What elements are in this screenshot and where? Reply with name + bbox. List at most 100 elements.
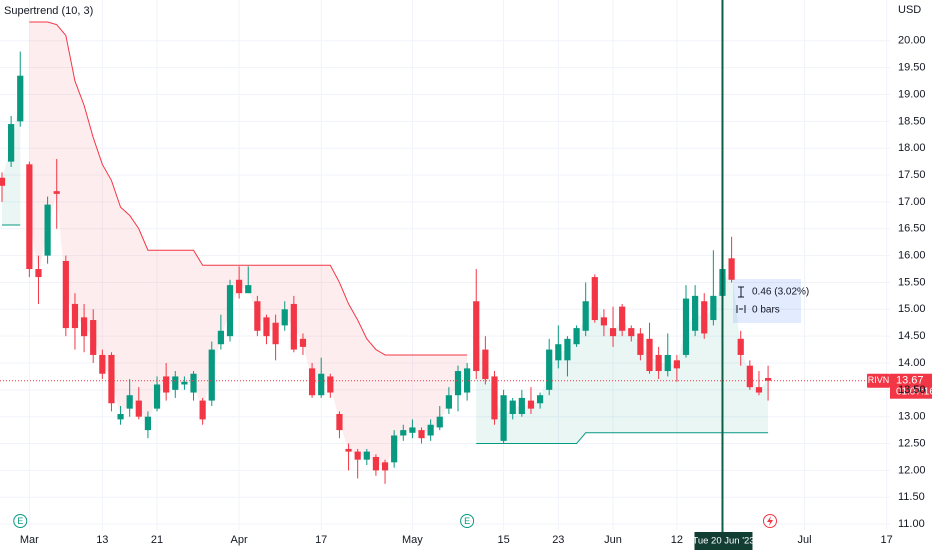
candle-body (62, 260, 69, 329)
candle-body (236, 279, 243, 294)
candle-body (308, 368, 316, 396)
candle-body (664, 354, 671, 372)
candle-body (591, 277, 598, 321)
x-tick-label: 17 (315, 534, 327, 546)
bars-icon (736, 305, 746, 313)
candle-body (564, 338, 571, 361)
candle-body (746, 365, 753, 388)
axes: 11.00 11.50 12.00 12.50 13.00 13.50 14.00 14.50… (20, 35, 926, 546)
measure-change: 0.46 (3.02%) (752, 287, 809, 298)
candle-body (0, 177, 6, 186)
candle-body (409, 427, 416, 433)
candle-body (144, 416, 152, 431)
candle-body (290, 303, 297, 350)
candle-body (445, 395, 452, 409)
candle-body (153, 384, 161, 409)
candle-body (272, 322, 279, 345)
countdown-label: 01:07:16 (896, 386, 932, 397)
candle-body (436, 416, 443, 428)
candle-body (673, 360, 680, 369)
candle-body (555, 344, 562, 361)
candle-body (527, 400, 535, 409)
grid (0, 0, 890, 530)
candle-body (163, 376, 170, 393)
x-tick-label: 23 (552, 534, 564, 546)
candle-body (518, 397, 525, 415)
candle-body (254, 301, 261, 331)
x-tick-label: 17 (881, 534, 893, 546)
candle-body (764, 378, 772, 381)
candle-body (99, 354, 106, 374)
y-tick-label: 19.00 (898, 88, 926, 100)
currency-label: USD (898, 4, 921, 16)
y-tick-label: 11.00 (898, 518, 925, 530)
candle-body (117, 414, 124, 420)
candle-body (701, 301, 708, 334)
candle-body (500, 395, 507, 441)
supertrend-line (476, 432, 769, 445)
candle-body (226, 285, 234, 337)
candle-body (327, 376, 334, 393)
earnings-icon (13, 514, 28, 528)
indicator-label[interactable]: Supertrend (10, 3) (4, 5, 93, 17)
candles (0, 51, 772, 484)
candle-body (318, 373, 325, 396)
candle-body (372, 456, 380, 471)
candle-body (90, 320, 97, 355)
candle-body (80, 317, 88, 337)
candle-body (281, 309, 288, 326)
candle-body (536, 395, 544, 404)
x-tick-label: 12 (671, 534, 683, 546)
candle-body (299, 338, 307, 347)
candle-body (381, 462, 389, 471)
candle-body (363, 451, 370, 460)
x-tick-label: Jul (798, 534, 812, 546)
candle-body (692, 295, 699, 331)
earnings-label: E (17, 516, 23, 526)
x-tick-label: May (402, 534, 423, 546)
symbol-label: RIVN (868, 375, 890, 385)
y-tick-label: 17.50 (898, 169, 926, 181)
candle-body (628, 328, 635, 337)
candle-body (710, 295, 717, 321)
candle-body (336, 414, 343, 431)
x-tick-label: Mar (20, 534, 39, 546)
candle-body (582, 301, 589, 331)
y-tick-label: 12.00 (898, 464, 926, 476)
y-tick-label: 15.00 (898, 303, 926, 315)
candle-body (17, 75, 24, 122)
y-tick-label: 15.50 (898, 276, 926, 288)
y-tick-label: 20.00 (898, 35, 926, 47)
earnings-icon (460, 514, 475, 528)
candle-body (491, 376, 498, 420)
candle-body (35, 269, 42, 278)
candle-body (108, 354, 115, 404)
candle-body (135, 400, 142, 417)
price-label-bg (890, 373, 932, 399)
flash-icon (767, 516, 773, 526)
candle-body (682, 298, 690, 355)
earnings-label: E (464, 516, 470, 526)
candle-body (199, 400, 206, 420)
candle-body (245, 285, 252, 294)
x-tick-label: 15 (497, 534, 509, 546)
candle-body (728, 258, 735, 280)
candle-body (26, 164, 33, 270)
crosshair-date-bg (694, 532, 753, 550)
candle-body (53, 191, 60, 194)
y-tick-label: 17.00 (898, 196, 926, 208)
supertrend-fill (476, 269, 769, 444)
candle-body (400, 430, 407, 436)
candle-body (646, 338, 653, 372)
candle-body (8, 124, 15, 162)
candle-body (509, 400, 516, 415)
candle-body (126, 395, 133, 409)
candle-body (600, 317, 608, 326)
y-tick-label: 13.50 (898, 384, 926, 396)
candle-body (737, 338, 744, 355)
candle-body (181, 381, 188, 385)
y-tick-label: 11.50 (898, 491, 925, 503)
